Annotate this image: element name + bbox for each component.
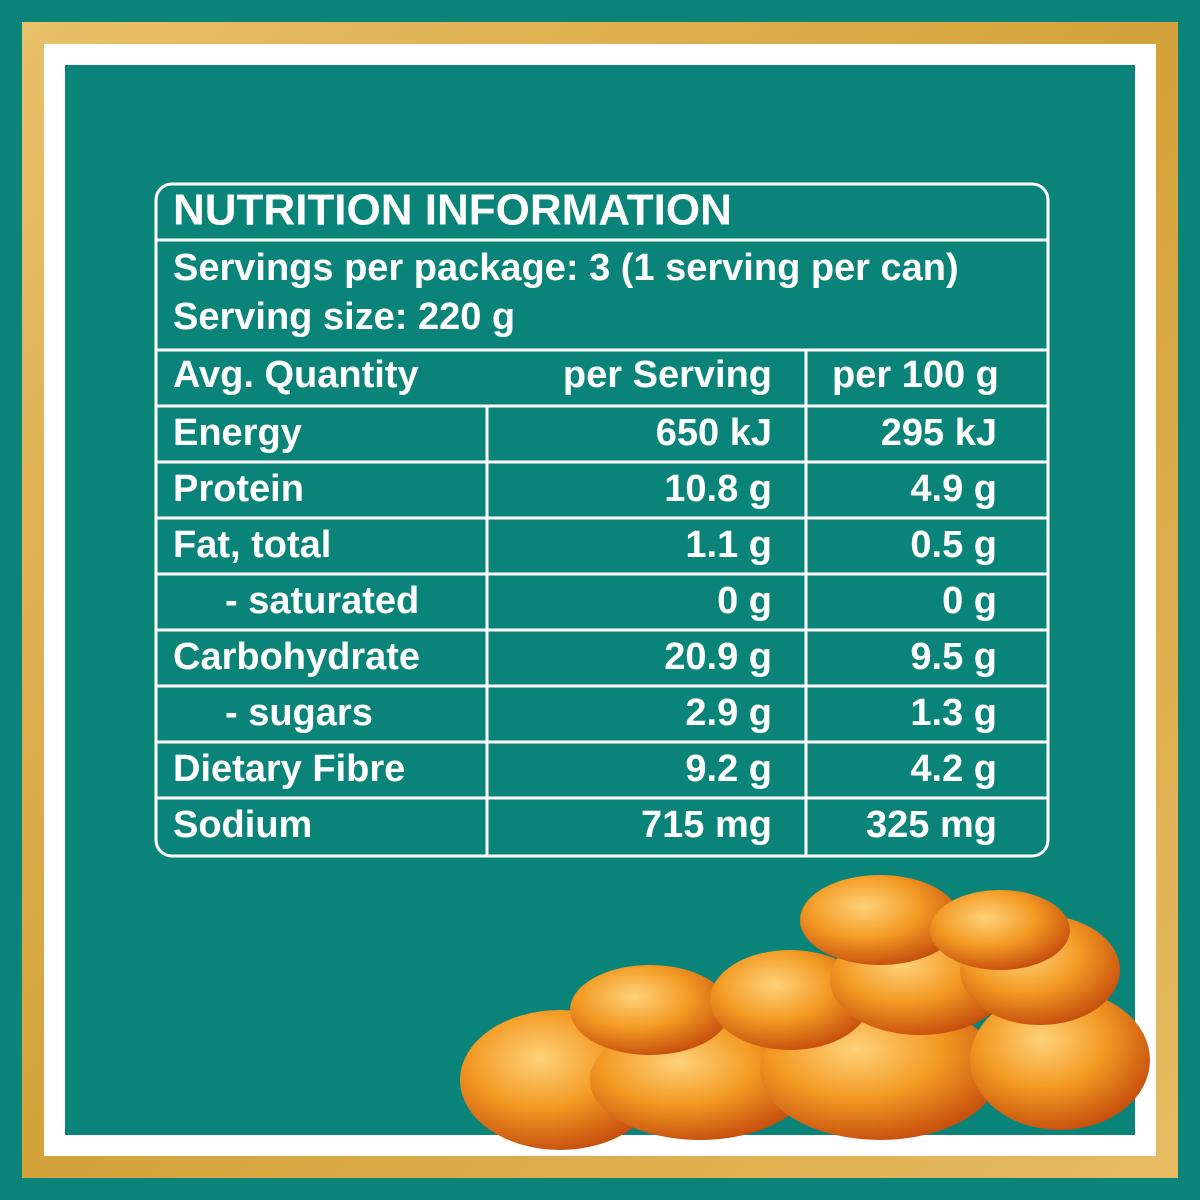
beans bbox=[460, 875, 1150, 1150]
per-serving: 715 mg bbox=[641, 804, 772, 846]
row-label: - sugars bbox=[225, 692, 373, 734]
per-serving: 1.1 g bbox=[685, 524, 772, 566]
per-serving: 650 kJ bbox=[656, 412, 772, 454]
per-100g: 325 mg bbox=[866, 804, 997, 846]
column-header: Avg. Quantity bbox=[173, 354, 419, 396]
column-header: per 100 g bbox=[832, 354, 999, 396]
per-100g: 0.5 g bbox=[910, 524, 997, 566]
row-label: Sodium bbox=[173, 804, 312, 846]
per-100g: 1.3 g bbox=[910, 692, 997, 734]
table-border bbox=[154, 182, 1050, 858]
serving-size: Serving size: 220 g bbox=[173, 296, 515, 338]
per-100g: 295 kJ bbox=[881, 412, 997, 454]
row-label: Energy bbox=[173, 412, 302, 454]
row-label: - saturated bbox=[225, 580, 419, 622]
per-100g: 4.2 g bbox=[910, 748, 997, 790]
per-serving: 9.2 g bbox=[685, 748, 772, 790]
per-100g: 9.5 g bbox=[910, 636, 997, 678]
row-label: Dietary Fibre bbox=[173, 748, 405, 790]
per-serving: 10.8 g bbox=[664, 468, 772, 510]
title: NUTRITION INFORMATION bbox=[173, 186, 732, 235]
row-label: Carbohydrate bbox=[173, 636, 420, 678]
column-header: per Serving bbox=[563, 354, 772, 396]
per-serving: 0 g bbox=[717, 580, 772, 622]
per-100g: 0 g bbox=[942, 580, 997, 622]
row-label: Fat, total bbox=[173, 524, 331, 566]
per-serving: 20.9 g bbox=[664, 636, 772, 678]
row-label: Protein bbox=[173, 468, 304, 510]
per-serving: 2.9 g bbox=[685, 692, 772, 734]
per-100g: 4.9 g bbox=[910, 468, 997, 510]
servings-per-package: Servings per package: 3 (1 serving per c… bbox=[173, 247, 959, 289]
